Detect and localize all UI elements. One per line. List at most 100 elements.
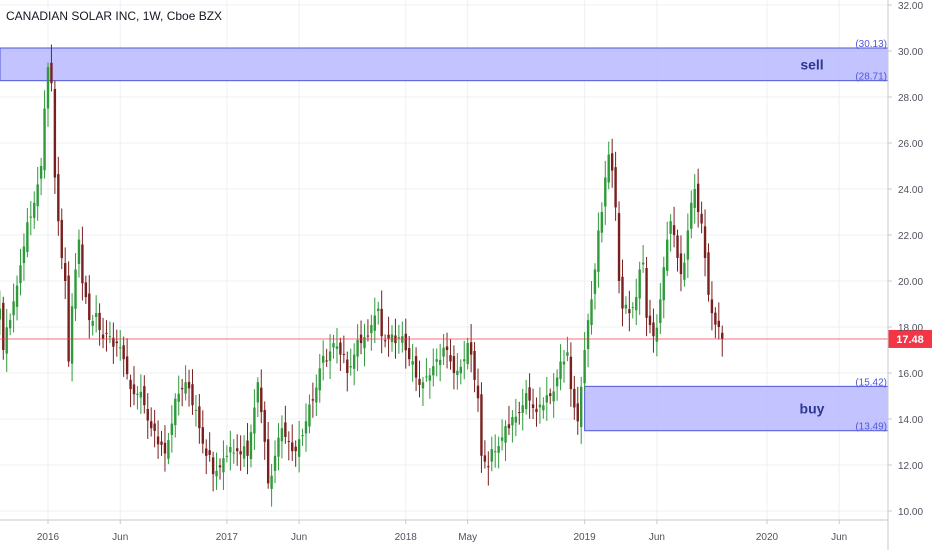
candle-body bbox=[538, 404, 542, 408]
candle-body bbox=[703, 226, 707, 258]
candle-body bbox=[707, 252, 710, 295]
candle-body bbox=[483, 455, 487, 462]
y-tick-label: 10.00 bbox=[898, 507, 923, 518]
zone-buy-box bbox=[584, 385, 889, 432]
candle-body bbox=[346, 359, 349, 373]
candle-body bbox=[19, 265, 22, 284]
candle-body bbox=[566, 352, 569, 356]
candle-body bbox=[43, 108, 46, 171]
candle-body bbox=[383, 340, 387, 342]
candle-body bbox=[377, 308, 380, 312]
y-tick-label: 26.00 bbox=[898, 139, 923, 150]
candle-body bbox=[476, 385, 480, 399]
candle-body bbox=[576, 403, 579, 422]
x-tick-label: Jun bbox=[831, 532, 847, 543]
candle-body bbox=[648, 315, 652, 326]
chart-title: CANADIAN SOLAR INC, 1W, Cboe BZX bbox=[6, 9, 223, 23]
candle-body bbox=[624, 304, 628, 309]
candle-body bbox=[569, 356, 573, 390]
y-tick-label: 28.00 bbox=[898, 93, 923, 104]
candle-body bbox=[621, 276, 624, 309]
candle-body bbox=[445, 346, 449, 351]
y-tick-label: 30.00 bbox=[898, 47, 923, 58]
y-tick-label: 16.00 bbox=[898, 369, 923, 380]
candle-body bbox=[641, 262, 645, 265]
candle-body bbox=[669, 221, 672, 234]
candle-body bbox=[29, 216, 32, 218]
candle-body bbox=[521, 405, 524, 413]
candle-body bbox=[88, 293, 91, 321]
last-price-badge bbox=[888, 329, 932, 348]
x-tick-label: 2019 bbox=[574, 532, 597, 543]
candle-body bbox=[349, 366, 352, 368]
candle-body bbox=[514, 416, 518, 423]
candle-body bbox=[225, 455, 229, 457]
candle-body bbox=[280, 428, 284, 442]
candle-body bbox=[342, 353, 346, 355]
candle-body bbox=[0, 308, 2, 320]
candle-body bbox=[686, 230, 690, 260]
candle-body bbox=[260, 387, 263, 413]
candle-body bbox=[129, 379, 132, 390]
candle-body bbox=[122, 345, 125, 360]
zone-sell-top-price: (30.13) bbox=[855, 39, 887, 50]
candle-body bbox=[456, 370, 459, 376]
candle-body bbox=[174, 398, 177, 426]
x-tick-label: May bbox=[458, 532, 477, 543]
candle-body bbox=[53, 88, 57, 178]
candle-body bbox=[236, 448, 239, 452]
candle-body bbox=[610, 153, 614, 171]
candle-body bbox=[676, 235, 679, 258]
candle-body bbox=[177, 393, 180, 402]
candle-body bbox=[363, 337, 366, 349]
candle-body bbox=[573, 388, 576, 408]
last-price-label: 17.48 bbox=[896, 334, 924, 346]
candle-body bbox=[655, 327, 659, 342]
candle-body bbox=[249, 432, 253, 460]
candle-body bbox=[710, 299, 714, 314]
candle-body bbox=[339, 342, 342, 355]
candle-body bbox=[473, 350, 476, 380]
candle-body bbox=[294, 446, 297, 452]
candle-body bbox=[511, 417, 514, 426]
last-price-line: 17.48 bbox=[0, 329, 932, 348]
candle-body bbox=[8, 320, 12, 329]
candle-body bbox=[518, 412, 521, 414]
candle-body bbox=[160, 441, 163, 445]
candle-body bbox=[387, 334, 390, 339]
candle-body bbox=[287, 441, 290, 443]
candle-body bbox=[524, 393, 528, 410]
candle-body bbox=[266, 439, 270, 484]
candle-body bbox=[180, 388, 184, 390]
candle-body bbox=[435, 359, 438, 362]
candle-body bbox=[198, 406, 201, 429]
candle-body bbox=[401, 336, 404, 343]
candle-body bbox=[163, 442, 167, 454]
candle-body bbox=[215, 470, 218, 477]
candle-body bbox=[696, 183, 700, 212]
candle-body bbox=[552, 391, 555, 402]
y-tick-label: 32.00 bbox=[898, 1, 923, 12]
candle-body bbox=[356, 339, 359, 357]
candle-body bbox=[666, 239, 669, 271]
x-tick-label: 2020 bbox=[756, 532, 779, 543]
candle-body bbox=[432, 366, 435, 376]
candle-body bbox=[136, 393, 139, 395]
candle-body bbox=[132, 384, 136, 395]
candle-body bbox=[638, 269, 641, 299]
candle-body bbox=[101, 334, 105, 339]
candle-body bbox=[438, 359, 442, 365]
x-tick-label: 2017 bbox=[216, 532, 239, 543]
candle-body bbox=[494, 451, 497, 453]
candles bbox=[0, 44, 724, 507]
candle-body bbox=[487, 466, 490, 468]
candle-body bbox=[404, 333, 407, 351]
candle-body bbox=[64, 263, 67, 281]
candle-body bbox=[94, 313, 98, 317]
candle-body bbox=[208, 450, 211, 455]
candle-body bbox=[672, 225, 676, 235]
candle-body bbox=[631, 307, 634, 309]
